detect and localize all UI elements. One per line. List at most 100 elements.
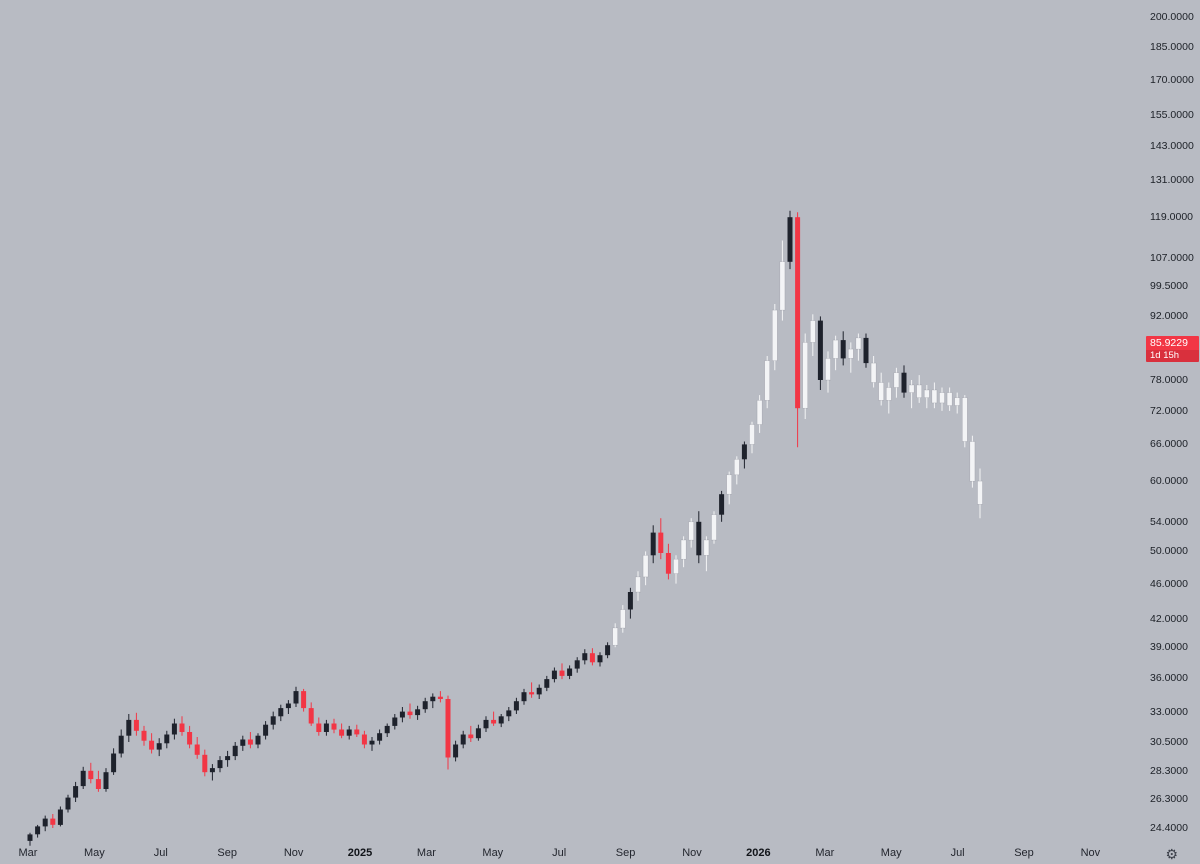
candle-body <box>840 340 846 359</box>
price-tick-label: 107.0000 <box>1150 252 1194 265</box>
price-tick-label: 72.0000 <box>1150 404 1188 417</box>
last-price-label: 85.9229 1d 15h <box>1146 335 1199 362</box>
axis-settings-gear-icon[interactable]: ⚙ <box>1165 846 1178 862</box>
candle-body <box>103 772 109 789</box>
candle-body <box>658 532 664 553</box>
time-month-label: Sep <box>1014 847 1034 859</box>
candle-body <box>202 754 208 773</box>
candle-body <box>460 734 466 745</box>
candle-body <box>491 719 497 724</box>
candle-body <box>901 372 907 393</box>
candle-body <box>946 392 953 406</box>
candle-body <box>749 424 755 445</box>
candle-body <box>384 725 390 734</box>
time-month-label: Mar <box>815 847 835 859</box>
last-price-value: 85.9229 <box>1146 335 1199 350</box>
candle-body <box>863 337 869 364</box>
candle-body <box>255 735 261 745</box>
candle-body <box>361 734 367 745</box>
candle-body <box>149 740 155 750</box>
candle-body <box>529 692 535 695</box>
candle-body <box>133 719 139 731</box>
candle-body <box>764 360 770 401</box>
price-tick-label: 50.0000 <box>1150 545 1188 558</box>
candle-body <box>612 627 618 646</box>
candle-body <box>209 768 215 773</box>
candle-body <box>855 337 862 350</box>
candle-body <box>931 389 938 404</box>
candle-body <box>293 691 299 704</box>
candle-body <box>665 553 671 574</box>
candle-body <box>354 729 360 735</box>
time-month-label: Nov <box>1080 847 1101 859</box>
candle-body <box>35 826 41 835</box>
candle-body <box>346 729 352 736</box>
price-tick-label: 54.0000 <box>1150 515 1188 528</box>
candle-body <box>164 734 170 744</box>
candle-countdown: 1d 15h <box>1146 349 1199 362</box>
candle-body <box>969 441 976 482</box>
candle-body <box>688 521 694 541</box>
price-tick-label: 33.0000 <box>1150 705 1188 718</box>
candle-body <box>377 733 383 741</box>
candle-body <box>916 384 922 398</box>
price-tick-label: 60.0000 <box>1150 475 1188 488</box>
candle-body <box>536 687 542 695</box>
price-tick-label: 66.0000 <box>1150 438 1188 451</box>
candle-body <box>551 670 557 680</box>
price-tick-label: 24.4000 <box>1150 822 1188 834</box>
candle-body <box>696 521 702 556</box>
candle-body <box>42 818 48 827</box>
price-tick-label: 26.3000 <box>1150 793 1188 806</box>
time-month-label: Sep <box>217 847 237 859</box>
candle-body <box>369 740 375 745</box>
candle-body <box>415 709 421 716</box>
candle-body <box>589 653 595 663</box>
price-tick-label: 119.0000 <box>1150 211 1194 224</box>
candle-body <box>559 670 565 676</box>
candle-body <box>726 474 732 495</box>
candle-body <box>878 382 884 401</box>
candle-body <box>240 739 246 746</box>
price-tick-label: 78.0000 <box>1150 374 1188 386</box>
candle-body <box>126 719 132 736</box>
candle-body <box>194 744 200 755</box>
time-year-label: 2026 <box>746 847 771 859</box>
candle-body <box>954 397 960 406</box>
candle-body <box>437 696 443 699</box>
candle-body <box>734 459 740 476</box>
price-tick-label: 131.0000 <box>1150 174 1194 187</box>
candle-body <box>308 708 314 724</box>
price-tick-label: 30.5000 <box>1150 736 1188 748</box>
price-tick-label: 42.0000 <box>1150 612 1188 625</box>
candle-body <box>225 756 231 761</box>
candle-body <box>95 779 101 789</box>
time-month-label: Nov <box>682 847 702 859</box>
candle-body <box>475 728 481 739</box>
candle-body <box>703 539 710 556</box>
price-tick-label: 200.0000 <box>1150 11 1194 23</box>
candle-body <box>278 708 284 717</box>
candle-body <box>802 342 808 409</box>
candle-body <box>848 348 854 359</box>
candle-body <box>73 786 79 798</box>
candle-body <box>924 389 930 398</box>
candle-body <box>171 723 177 735</box>
candle-body <box>711 514 717 541</box>
price-tick-label: 39.0000 <box>1150 641 1188 654</box>
candle-body <box>468 734 474 739</box>
candle-body <box>179 723 185 732</box>
candle-body <box>422 701 428 710</box>
candle-body <box>741 444 747 460</box>
time-axis[interactable]: ⚙ Mar May Jul Sep Nov 2025 Mar May Jul Sep Nov 2026… <box>0 844 1200 864</box>
candle-body <box>407 711 413 716</box>
candle-body <box>111 753 117 773</box>
candle-body <box>893 372 900 388</box>
price-tick-label: 143.0000 <box>1150 140 1194 153</box>
price-axis[interactable]: 85.9229 1d 15h 200.0000 185.0000 170.0000 1… <box>1146 0 1200 864</box>
candle-body <box>680 539 687 560</box>
time-year-label: 2025 <box>347 847 373 859</box>
candle-body <box>817 320 823 380</box>
